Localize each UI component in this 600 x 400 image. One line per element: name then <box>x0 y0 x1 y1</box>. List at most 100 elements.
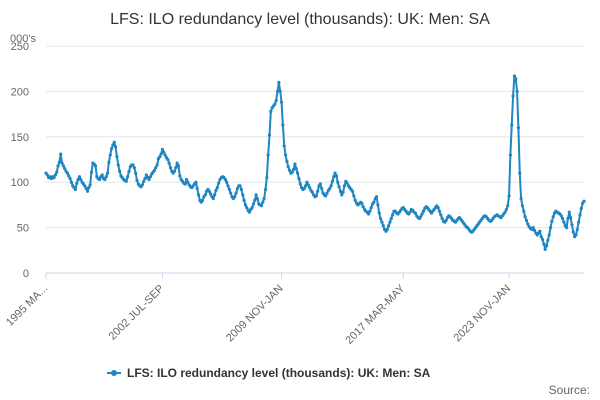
data-point[interactable] <box>316 189 320 193</box>
data-point[interactable] <box>262 196 266 201</box>
data-point[interactable] <box>378 216 383 221</box>
data-point[interactable] <box>234 191 238 195</box>
data-point[interactable] <box>514 77 518 81</box>
data-point[interactable] <box>385 227 389 232</box>
data-point[interactable] <box>353 198 357 202</box>
data-point[interactable] <box>310 190 314 194</box>
data-point[interactable] <box>65 171 70 175</box>
data-point[interactable] <box>291 167 296 172</box>
data-point[interactable] <box>366 212 371 216</box>
data-point[interactable] <box>526 222 530 226</box>
data-point[interactable] <box>324 194 328 198</box>
data-point[interactable] <box>186 180 190 184</box>
data-point[interactable] <box>124 179 128 183</box>
data-point[interactable] <box>103 177 107 182</box>
data-point[interactable] <box>167 161 171 165</box>
data-point[interactable] <box>329 184 333 188</box>
data-point[interactable] <box>281 123 285 127</box>
data-point[interactable] <box>131 163 135 167</box>
data-point[interactable] <box>296 171 300 175</box>
data-point[interactable] <box>582 199 586 203</box>
data-point[interactable] <box>570 223 574 227</box>
data-point[interactable] <box>214 188 218 192</box>
data-point[interactable] <box>142 179 146 183</box>
data-point[interactable] <box>283 153 288 157</box>
data-point[interactable] <box>562 220 566 224</box>
data-point[interactable] <box>152 168 157 172</box>
data-point[interactable] <box>387 224 391 228</box>
data-point[interactable] <box>143 176 147 181</box>
data-point[interactable] <box>127 169 131 173</box>
data-point[interactable] <box>100 173 104 177</box>
data-point[interactable] <box>200 198 205 202</box>
data-point[interactable] <box>314 194 318 198</box>
data-point[interactable] <box>148 175 152 179</box>
data-point[interactable] <box>238 184 242 188</box>
data-point[interactable] <box>439 213 443 217</box>
data-point[interactable] <box>328 186 332 191</box>
data-point[interactable] <box>265 176 269 180</box>
data-point[interactable] <box>163 153 167 157</box>
data-point[interactable] <box>107 160 111 164</box>
data-point[interactable] <box>306 183 310 187</box>
data-point[interactable] <box>274 98 278 103</box>
data-point[interactable] <box>279 100 284 104</box>
data-point[interactable] <box>166 157 170 162</box>
data-point[interactable] <box>263 187 268 192</box>
data-point[interactable] <box>227 187 231 192</box>
data-point[interactable] <box>293 162 297 166</box>
data-point[interactable] <box>241 193 245 197</box>
data-point[interactable] <box>391 213 395 217</box>
data-point[interactable] <box>337 185 341 189</box>
legend[interactable]: LFS: ILO redundancy level (thousands): U… <box>107 366 431 380</box>
data-point[interactable] <box>83 184 87 188</box>
data-point[interactable] <box>544 244 549 248</box>
data-point[interactable] <box>522 209 526 213</box>
data-point[interactable] <box>575 227 579 232</box>
data-point[interactable] <box>330 179 334 183</box>
data-point[interactable] <box>290 170 294 174</box>
data-point[interactable] <box>297 176 301 181</box>
data-point[interactable] <box>233 195 237 199</box>
data-point[interactable] <box>154 166 158 170</box>
data-point[interactable] <box>510 123 514 127</box>
data-point[interactable] <box>277 80 281 84</box>
data-point[interactable] <box>135 178 139 182</box>
data-point[interactable] <box>420 212 424 216</box>
data-point[interactable] <box>132 166 136 170</box>
data-point[interactable] <box>211 196 215 201</box>
data-point[interactable] <box>243 203 248 207</box>
data-point[interactable] <box>334 174 339 178</box>
data-point[interactable] <box>320 186 324 191</box>
data-point[interactable] <box>175 161 179 165</box>
data-point[interactable] <box>109 147 114 151</box>
data-point[interactable] <box>159 152 163 156</box>
data-point[interactable] <box>251 202 256 206</box>
data-point[interactable] <box>507 194 511 198</box>
data-point[interactable] <box>57 160 61 164</box>
data-point[interactable] <box>551 215 555 219</box>
data-point[interactable] <box>380 220 384 224</box>
data-point[interactable] <box>68 176 72 181</box>
data-point[interactable] <box>341 190 345 194</box>
data-point[interactable] <box>60 161 64 165</box>
data-point[interactable] <box>440 216 444 221</box>
data-point[interactable] <box>565 226 569 230</box>
data-point[interactable] <box>282 144 286 148</box>
data-point[interactable] <box>253 198 257 202</box>
data-point[interactable] <box>287 168 292 172</box>
data-point[interactable] <box>273 102 277 106</box>
data-point[interactable] <box>376 203 380 207</box>
data-point[interactable] <box>294 166 298 171</box>
data-point[interactable] <box>333 171 337 175</box>
data-point[interactable] <box>372 200 376 204</box>
data-point[interactable] <box>267 133 272 137</box>
data-point[interactable] <box>147 177 151 182</box>
data-point[interactable] <box>511 94 515 98</box>
data-point[interactable] <box>524 218 529 222</box>
data-point[interactable] <box>338 189 343 193</box>
data-point[interactable] <box>85 189 90 193</box>
data-point[interactable] <box>520 204 525 208</box>
data-point[interactable] <box>172 169 177 173</box>
data-point[interactable] <box>194 180 198 184</box>
